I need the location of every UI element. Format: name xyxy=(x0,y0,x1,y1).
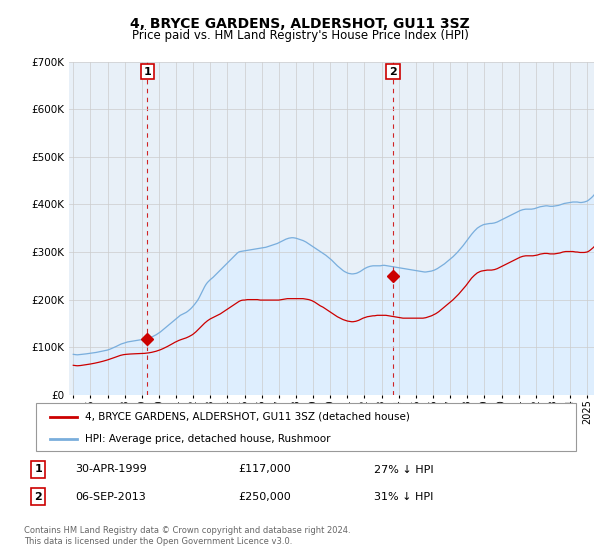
Text: Price paid vs. HM Land Registry's House Price Index (HPI): Price paid vs. HM Land Registry's House … xyxy=(131,29,469,42)
Text: £250,000: £250,000 xyxy=(238,492,291,502)
Text: 2: 2 xyxy=(34,492,42,502)
Text: 06-SEP-2013: 06-SEP-2013 xyxy=(75,492,146,502)
FancyBboxPatch shape xyxy=(36,403,576,451)
Text: 4, BRYCE GARDENS, ALDERSHOT, GU11 3SZ (detached house): 4, BRYCE GARDENS, ALDERSHOT, GU11 3SZ (d… xyxy=(85,412,409,422)
Text: 1: 1 xyxy=(34,464,42,474)
Text: HPI: Average price, detached house, Rushmoor: HPI: Average price, detached house, Rush… xyxy=(85,434,330,444)
Text: 2: 2 xyxy=(389,67,397,77)
Text: Contains HM Land Registry data © Crown copyright and database right 2024.
This d: Contains HM Land Registry data © Crown c… xyxy=(24,526,350,546)
Text: 31% ↓ HPI: 31% ↓ HPI xyxy=(374,492,433,502)
Text: 4, BRYCE GARDENS, ALDERSHOT, GU11 3SZ: 4, BRYCE GARDENS, ALDERSHOT, GU11 3SZ xyxy=(130,17,470,31)
Text: 30-APR-1999: 30-APR-1999 xyxy=(75,464,146,474)
Text: 1: 1 xyxy=(143,67,151,77)
Text: 27% ↓ HPI: 27% ↓ HPI xyxy=(374,464,433,474)
Text: £117,000: £117,000 xyxy=(238,464,291,474)
